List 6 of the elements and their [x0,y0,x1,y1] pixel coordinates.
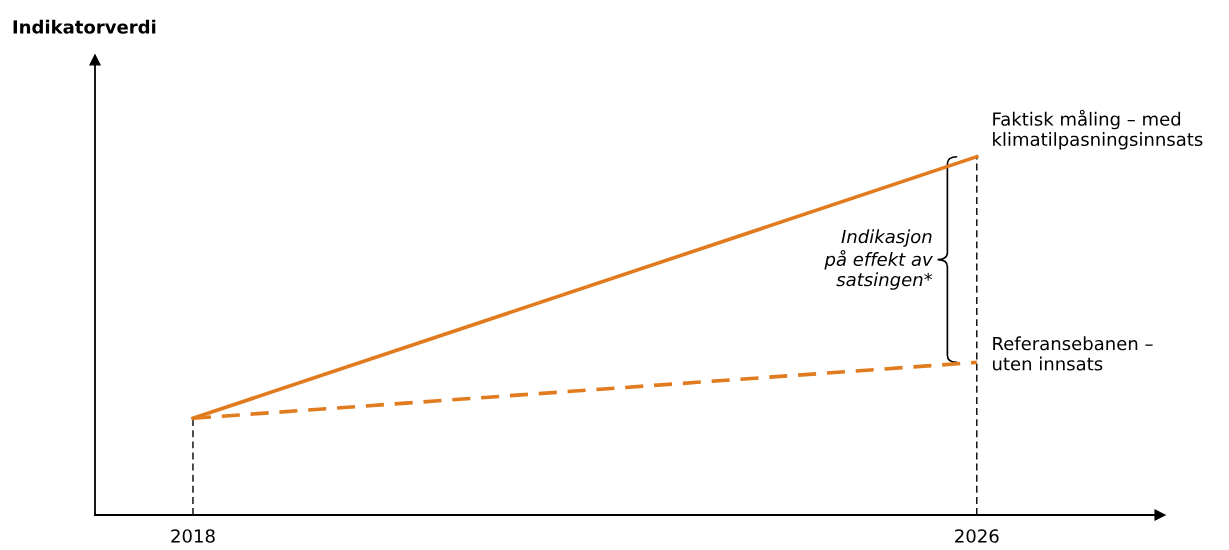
x-tick-label: 2018 [171,529,215,543]
text: Indikatorverdi [13,19,156,34]
x-tick-label: 2026 [955,529,999,543]
annotation: Indikasjon på effekt av satsingen* [824,229,933,290]
series-label: Faktisk måling – med klimatilpasningsinnsats [993,109,1203,150]
series-label: Referansebanen – uten innsats [993,336,1153,371]
